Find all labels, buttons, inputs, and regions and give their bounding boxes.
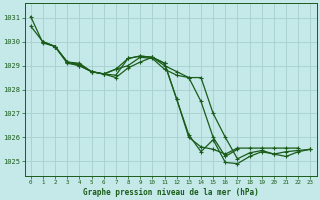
X-axis label: Graphe pression niveau de la mer (hPa): Graphe pression niveau de la mer (hPa) [83,188,259,197]
